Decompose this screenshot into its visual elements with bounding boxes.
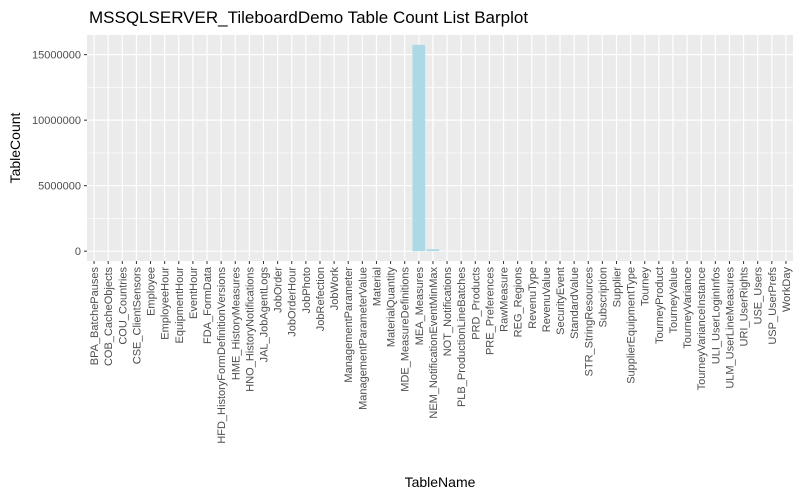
x-tick-label: Subscription (597, 267, 609, 328)
x-tick-label: COB_CacheObjects (103, 267, 115, 367)
x-tick-label: COU_Countries (117, 267, 129, 345)
x-tick-label: ULM_UserLineMeasures (724, 267, 736, 389)
x-tick-label: SecurityEvent (555, 267, 567, 335)
y-tick-label: 0 (75, 246, 81, 258)
x-tick-label: EmployeeHour (160, 267, 172, 340)
x-tick-label: EquipmentHour (174, 267, 186, 344)
y-tick-label: 10000000 (32, 115, 81, 127)
x-tick-label: HME_HistoryMeasures (230, 267, 242, 381)
x-tick-label: Supplier (612, 267, 624, 308)
x-tick-label: USE_Users (753, 267, 765, 325)
y-axis-title: TableCount (7, 112, 23, 183)
x-tick-label: RevenuValue (541, 267, 553, 332)
y-tick-label: 5000000 (38, 181, 81, 193)
x-tick-label: ULI_UserLoginInfos (710, 267, 722, 365)
x-tick-label: JobOrderHour (287, 267, 299, 337)
x-tick-label: JobWork (329, 267, 341, 311)
x-tick-label: CSE_ClientSensors (131, 267, 143, 365)
x-tick-label: MaterialQuantity (386, 267, 398, 348)
x-tick-label: TourneyProduct (654, 267, 666, 344)
x-tick-label: EventHour (188, 267, 200, 319)
y-axis-ticks: 0 5000000 10000000 15000000 (32, 50, 87, 259)
x-tick-label: JobRefection (315, 267, 327, 331)
x-tick-label: TourneyVarianceInstance (696, 267, 708, 390)
x-tick-label: MDE_MeasureDefinitions (400, 267, 412, 392)
x-tick-label: ManagementParameter (343, 267, 355, 383)
x-tick-label: JAL_JobAgentLogs (259, 267, 271, 363)
x-tick-label: BPA_BatchePauses (89, 267, 101, 366)
x-tick-label: HFD_HistoryFormDefinitionVersions (216, 267, 228, 444)
x-axis-title: TableName (405, 474, 476, 490)
x-tick-label: NOT_Notifications (442, 267, 454, 357)
x-tick-label: STR_StringResources (583, 267, 595, 377)
x-tick-label: ManagementParameterValue (357, 267, 369, 410)
x-tick-label: JobPhoto (301, 267, 313, 313)
x-tick-label: MEA_Measures (414, 267, 426, 346)
x-tick-label: USP_UserPrefs (767, 267, 779, 345)
x-tick-label: Material (371, 267, 383, 306)
bar-NEM_NotificationEventMinMax (427, 249, 440, 251)
x-tick-label: TourneyVariance (682, 267, 694, 349)
y-tick-label: 15000000 (32, 50, 81, 62)
x-tick-label: StandardValue (569, 267, 581, 339)
x-tick-label: WorkDay (781, 267, 793, 313)
bar-MEA_Measures (412, 45, 425, 251)
x-tick-label: PLB_ProductionLineBatches (456, 267, 468, 408)
x-tick-label: NEM_NotificationEventMinMax (428, 267, 440, 419)
x-tick-label: RevenuType (527, 267, 539, 329)
x-tick-label: Employee (146, 267, 158, 316)
x-tick-label: PRD_Products (470, 267, 482, 340)
x-tick-label: REG_Regions (513, 267, 525, 338)
x-tick-label: Tourney (640, 267, 652, 307)
x-tick-label: HNO_HistoryNotifications (244, 267, 256, 392)
x-tick-label: URI_UserRights (739, 267, 751, 347)
x-tick-label: TourneyValue (668, 267, 680, 333)
x-tick-label: JobOrder (273, 267, 285, 313)
x-tick-label: RawMeasure (499, 267, 511, 332)
x-tick-label: SupplierEquipmentType (626, 267, 638, 384)
chart-title: MSSQLSERVER_TileboardDemo Table Count Li… (89, 8, 528, 27)
x-tick-label: FDA_FormData (202, 266, 214, 344)
x-tick-label: PRE_Preferences (484, 267, 496, 356)
